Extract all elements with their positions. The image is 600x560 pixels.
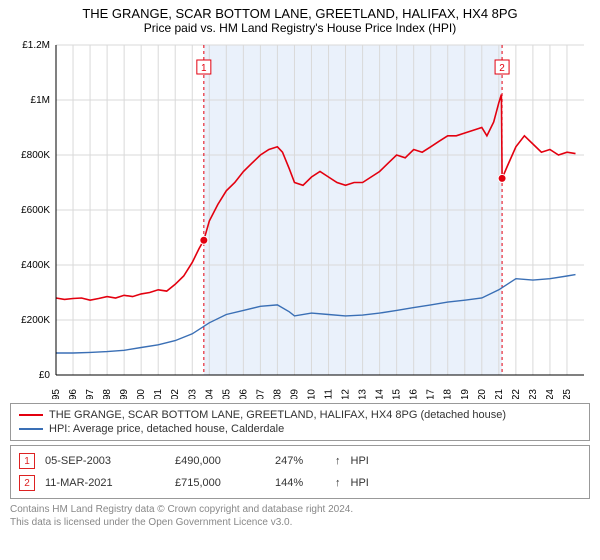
sale-hpi-label: HPI	[351, 477, 369, 489]
svg-text:2023: 2023	[528, 389, 539, 399]
svg-text:1999: 1999	[119, 389, 130, 399]
svg-text:2002: 2002	[170, 389, 181, 399]
svg-text:2009: 2009	[289, 389, 300, 399]
svg-text:2015: 2015	[392, 389, 403, 399]
svg-text:£400K: £400K	[21, 260, 50, 271]
svg-text:2004: 2004	[204, 389, 215, 399]
sale-pct: 144%	[275, 477, 325, 489]
svg-text:2021: 2021	[494, 389, 505, 399]
sale-price: £715,000	[175, 477, 265, 489]
up-arrow-icon: ↑	[335, 455, 341, 467]
svg-text:2005: 2005	[221, 389, 232, 399]
svg-text:1997: 1997	[85, 389, 96, 399]
svg-text:£1.2M: £1.2M	[22, 40, 50, 51]
svg-text:2022: 2022	[511, 389, 522, 399]
legend-label: HPI: Average price, detached house, Cald…	[49, 423, 284, 435]
credits-line1: Contains HM Land Registry data © Crown c…	[10, 503, 590, 516]
legend: THE GRANGE, SCAR BOTTOM LANE, GREETLAND,…	[10, 403, 590, 441]
legend-swatch	[19, 414, 43, 416]
svg-text:1995: 1995	[51, 389, 62, 399]
svg-text:2001: 2001	[153, 389, 164, 399]
svg-text:2011: 2011	[324, 389, 335, 399]
svg-text:£200K: £200K	[21, 315, 50, 326]
credits-line2: This data is licensed under the Open Gov…	[10, 516, 590, 529]
svg-text:2012: 2012	[341, 389, 352, 399]
sale-row: 1 05-SEP-2003 £490,000 247% ↑ HPI	[19, 450, 581, 472]
svg-text:£600K: £600K	[21, 205, 50, 216]
svg-text:2000: 2000	[136, 389, 147, 399]
svg-text:£0: £0	[39, 370, 51, 381]
svg-text:2025: 2025	[562, 389, 573, 399]
svg-text:2010: 2010	[306, 389, 317, 399]
up-arrow-icon: ↑	[335, 477, 341, 489]
sale-marker-num: 1	[19, 453, 35, 469]
legend-row: THE GRANGE, SCAR BOTTOM LANE, GREETLAND,…	[19, 408, 581, 422]
chart-title: THE GRANGE, SCAR BOTTOM LANE, GREETLAND,…	[10, 6, 590, 21]
sale-date: 05-SEP-2003	[45, 455, 165, 467]
credits: Contains HM Land Registry data © Crown c…	[10, 503, 590, 529]
sale-pct: 247%	[275, 455, 325, 467]
svg-text:2019: 2019	[460, 389, 471, 399]
sale-row: 2 11-MAR-2021 £715,000 144% ↑ HPI	[19, 472, 581, 494]
legend-row: HPI: Average price, detached house, Cald…	[19, 422, 581, 436]
svg-text:2007: 2007	[255, 389, 266, 399]
svg-text:2006: 2006	[238, 389, 249, 399]
svg-text:£800K: £800K	[21, 150, 50, 161]
sales-table: 1 05-SEP-2003 £490,000 247% ↑ HPI 2 11-MAR-2021…	[10, 445, 590, 499]
svg-text:2016: 2016	[409, 389, 420, 399]
svg-text:1: 1	[201, 63, 207, 74]
chart-subtitle: Price paid vs. HM Land Registry's House …	[10, 21, 590, 35]
legend-label: THE GRANGE, SCAR BOTTOM LANE, GREETLAND,…	[49, 409, 506, 421]
svg-text:2013: 2013	[358, 389, 369, 399]
svg-text:2008: 2008	[272, 389, 283, 399]
svg-text:1998: 1998	[102, 389, 113, 399]
price-chart: £0 £200K £400K £600K £800K £1M £1.2M 1995 1996 19…	[10, 39, 590, 399]
svg-text:2014: 2014	[375, 389, 386, 399]
sale-date: 11-MAR-2021	[45, 477, 165, 489]
svg-text:2024: 2024	[545, 389, 556, 399]
svg-text:2018: 2018	[443, 389, 454, 399]
svg-text:2003: 2003	[187, 389, 198, 399]
svg-text:2017: 2017	[426, 389, 437, 399]
svg-text:£1M: £1M	[31, 95, 50, 106]
svg-text:2020: 2020	[477, 389, 488, 399]
svg-text:1996: 1996	[68, 389, 79, 399]
sale-hpi-label: HPI	[351, 455, 369, 467]
legend-swatch	[19, 428, 43, 430]
svg-text:2: 2	[499, 63, 505, 74]
sale-price: £490,000	[175, 455, 265, 467]
sale-marker-num: 2	[19, 475, 35, 491]
